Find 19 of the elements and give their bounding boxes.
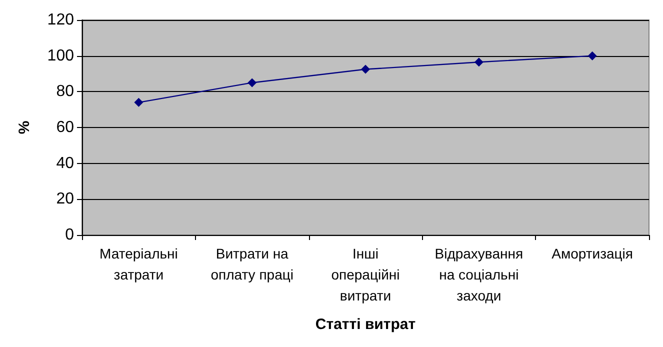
x-tick-label: Матеріальні затрати — [100, 246, 178, 282]
point — [588, 51, 597, 60]
y-tick-label: 20 — [56, 190, 74, 208]
y-tick-label: 120 — [47, 12, 74, 28]
y-tick-label: 100 — [47, 47, 74, 64]
y-tick-label: 80 — [56, 83, 74, 100]
point — [248, 78, 257, 88]
x-tick-label: Відрахування на соціальні заходи — [434, 246, 524, 304]
point — [134, 98, 144, 107]
x-tick-label: Амортизація — [552, 246, 633, 262]
point — [361, 64, 370, 74]
x-tick-label: Витрати на оплату праці — [210, 246, 294, 282]
y-axis-title: % — [16, 120, 33, 134]
y-tick-label: 0 — [65, 226, 74, 244]
point — [474, 58, 484, 67]
y-tick-label: 40 — [56, 154, 74, 172]
x-tick-label: Інші операційні витрати — [331, 246, 400, 304]
x-axis-title: Статті витрат — [315, 316, 416, 333]
y-tick-label: 60 — [56, 119, 74, 136]
